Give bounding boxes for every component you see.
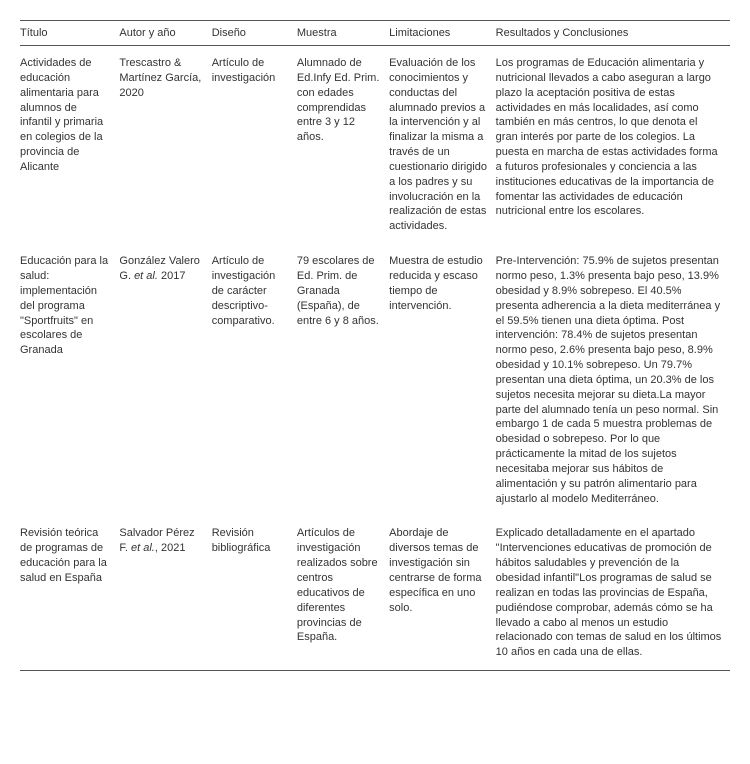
literature-review-table: Título Autor y año Diseño Muestra Limita… (20, 20, 730, 671)
table-row: Revisión teórica de programas de educaci… (20, 516, 730, 670)
cell-titulo: Actividades de educación alimentaria par… (20, 46, 119, 245)
cell-titulo: Educación para la salud: implementación … (20, 244, 119, 516)
author-year: 2017 (158, 270, 186, 282)
cell-resultados: Explicado detalladamente en el apartado … (496, 516, 730, 670)
table-row: Educación para la salud: implementación … (20, 244, 730, 516)
cell-resultados: Los programas de Educación alimentaria y… (496, 46, 730, 245)
author-etal: et al. (131, 542, 155, 554)
cell-muestra: Artículos de investigación realizados so… (297, 516, 389, 670)
author-etal: et al. (134, 270, 158, 282)
table-row: Actividades de educación alimentaria par… (20, 46, 730, 245)
cell-limitaciones: Muestra de estudio reducida y escaso tie… (389, 244, 496, 516)
cell-titulo: Revisión teórica de programas de educaci… (20, 516, 119, 670)
cell-autor: Salvador Pérez F. et al., 2021 (119, 516, 211, 670)
cell-limitaciones: Abordaje de diversos temas de investigac… (389, 516, 496, 670)
cell-limitaciones: Evaluación de los conocimientos y conduc… (389, 46, 496, 245)
table-header-row: Título Autor y año Diseño Muestra Limita… (20, 21, 730, 46)
cell-resultados: Pre-Intervención: 75.9% de sujetos prese… (496, 244, 730, 516)
cell-muestra: Alumnado de Ed.Infy Ed. Prim. con edades… (297, 46, 389, 245)
col-header-diseno: Diseño (212, 21, 297, 46)
cell-diseno: Artículo de investigación (212, 46, 297, 245)
author-year: , 2021 (155, 542, 186, 554)
cell-muestra: 79 escolares de Ed. Prim. de Granada (Es… (297, 244, 389, 516)
col-header-autor: Autor y año (119, 21, 211, 46)
col-header-titulo: Título (20, 21, 119, 46)
col-header-resultados: Resultados y Conclusiones (496, 21, 730, 46)
col-header-muestra: Muestra (297, 21, 389, 46)
cell-diseno: Revisión bibliográfica (212, 516, 297, 670)
cell-autor: González Valero G. et al. 2017 (119, 244, 211, 516)
cell-diseno: Artículo de investigación de carácter de… (212, 244, 297, 516)
cell-autor: Trescastro & Martínez García, 2020 (119, 46, 211, 245)
col-header-limitaciones: Limitaciones (389, 21, 496, 46)
